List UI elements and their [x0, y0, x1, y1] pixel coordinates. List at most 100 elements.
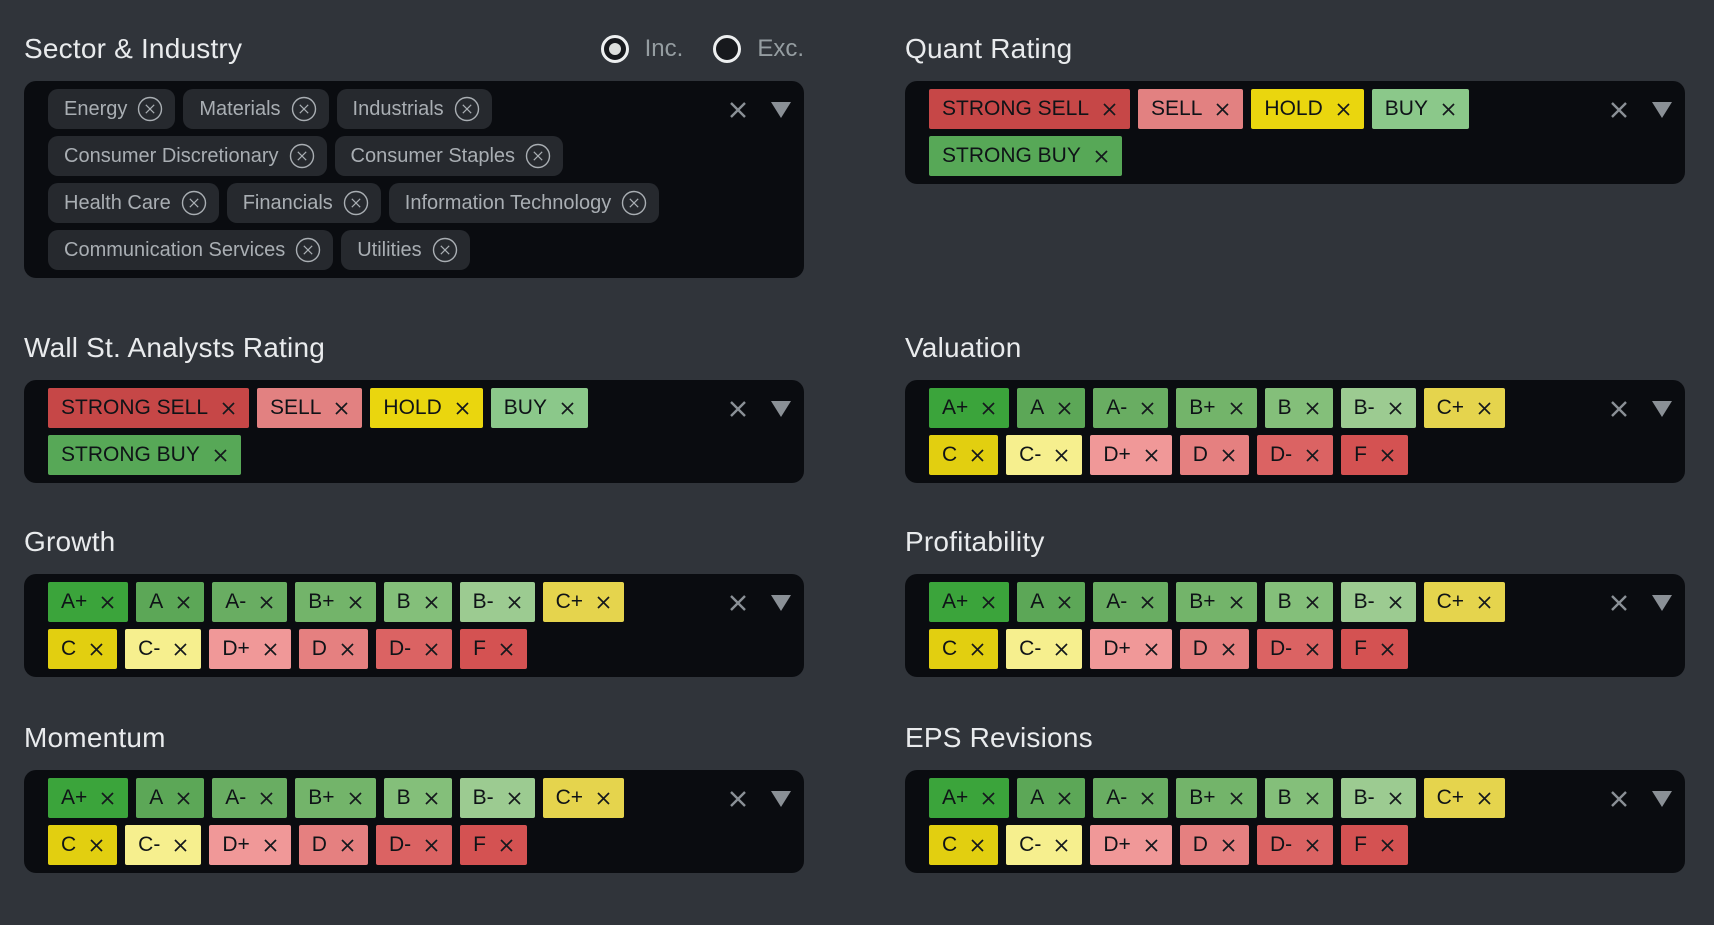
remove-tag-icon[interactable]	[1144, 448, 1159, 463]
dropdown-caret-icon[interactable]	[1652, 791, 1672, 807]
remove-tag-icon[interactable]	[176, 595, 191, 610]
rating-tag[interactable]: B-	[459, 778, 535, 818]
rating-tag[interactable]: C	[48, 629, 118, 669]
remove-tag-icon[interactable]	[1221, 642, 1236, 657]
remove-tag-icon[interactable]	[1054, 448, 1069, 463]
rating-tag[interactable]: F	[460, 629, 527, 669]
rating-tag[interactable]: C+	[1423, 388, 1506, 428]
remove-tag-icon[interactable]	[1054, 642, 1069, 657]
sector-chip[interactable]: Communication Services	[48, 230, 334, 270]
remove-tag-icon[interactable]	[259, 791, 274, 806]
dropdown-caret-icon[interactable]	[771, 791, 791, 807]
rating-tag[interactable]: D-	[375, 825, 453, 865]
remove-tag-icon[interactable]	[1140, 595, 1155, 610]
remove-tag-icon[interactable]	[424, 791, 439, 806]
dropdown-caret-icon[interactable]	[771, 595, 791, 611]
rating-tag[interactable]: B	[1264, 778, 1333, 818]
remove-tag-icon[interactable]	[100, 791, 115, 806]
rating-tag[interactable]: B+	[1176, 582, 1257, 622]
rating-tag[interactable]: B+	[1176, 388, 1257, 428]
rating-tag[interactable]: A	[1017, 388, 1086, 428]
remove-tag-icon[interactable]	[263, 642, 278, 657]
remove-tag-icon[interactable]	[259, 595, 274, 610]
sector-chip[interactable]: Financials	[226, 183, 381, 223]
rating-tag[interactable]: F	[1341, 435, 1408, 475]
rating-tag[interactable]: D	[1179, 825, 1249, 865]
rating-tag[interactable]: F	[1341, 825, 1408, 865]
rating-tag[interactable]: B-	[1340, 582, 1416, 622]
rating-tag[interactable]: C-	[1006, 629, 1083, 669]
remove-tag-icon[interactable]	[1102, 102, 1117, 117]
remove-tag-icon[interactable]	[1140, 401, 1155, 416]
rating-tag[interactable]: D+	[1090, 435, 1172, 475]
rating-tag[interactable]: SELL	[1138, 89, 1244, 129]
rating-tag[interactable]: B+	[1176, 778, 1257, 818]
rating-tag[interactable]: A	[136, 582, 205, 622]
remove-tag-icon[interactable]	[1215, 102, 1230, 117]
remove-tag-icon[interactable]	[173, 838, 188, 853]
rating-tag[interactable]: C	[929, 435, 999, 475]
remove-tag-icon[interactable]	[499, 838, 514, 853]
rating-tag[interactable]: A-	[212, 582, 288, 622]
clear-filter-icon[interactable]	[1608, 592, 1630, 614]
rating-tag[interactable]: D+	[209, 629, 291, 669]
filter-box[interactable]: STRONG SELL SELL HOLD BUY STRONG BUY	[905, 81, 1685, 184]
filter-box[interactable]: A+ A A- B+ B B- C+	[905, 380, 1685, 483]
remove-tag-icon[interactable]	[507, 791, 522, 806]
dropdown-caret-icon[interactable]	[1652, 401, 1672, 417]
rating-tag[interactable]: C	[929, 825, 999, 865]
rating-tag[interactable]: STRONG BUY	[48, 435, 241, 475]
remove-chip-icon[interactable]	[181, 190, 207, 216]
remove-tag-icon[interactable]	[1388, 595, 1403, 610]
remove-tag-icon[interactable]	[455, 401, 470, 416]
rating-tag[interactable]: C+	[542, 778, 625, 818]
dropdown-caret-icon[interactable]	[771, 401, 791, 417]
sector-chip[interactable]: Health Care	[48, 183, 219, 223]
rating-tag[interactable]: A+	[929, 388, 1010, 428]
filter-box[interactable]: A+ A A- B+ B B- C+	[905, 770, 1685, 873]
radio-button-icon[interactable]	[600, 35, 629, 63]
rating-tag[interactable]: C-	[125, 825, 202, 865]
rating-tag[interactable]: D-	[375, 629, 453, 669]
dropdown-caret-icon[interactable]	[771, 102, 791, 118]
remove-tag-icon[interactable]	[1380, 838, 1395, 853]
remove-tag-icon[interactable]	[348, 791, 363, 806]
filter-box[interactable]: STRONG SELL SELL HOLD BUY STRONG BUY	[24, 380, 804, 483]
rating-tag[interactable]: A	[1017, 778, 1086, 818]
remove-tag-icon[interactable]	[89, 642, 104, 657]
filter-box[interactable]: A+ A A- B+ B B- C+	[24, 770, 804, 873]
include-exclude-option[interactable]: Exc.	[713, 35, 804, 63]
rating-tag[interactable]: B	[383, 582, 452, 622]
remove-tag-icon[interactable]	[1305, 838, 1320, 853]
remove-tag-icon[interactable]	[970, 642, 985, 657]
rating-tag[interactable]: B-	[459, 582, 535, 622]
remove-tag-icon[interactable]	[348, 595, 363, 610]
rating-tag[interactable]: A+	[929, 778, 1010, 818]
rating-tag[interactable]: B-	[1340, 388, 1416, 428]
rating-tag[interactable]: D+	[209, 825, 291, 865]
remove-tag-icon[interactable]	[1144, 642, 1159, 657]
remove-chip-icon[interactable]	[621, 190, 647, 216]
filter-box[interactable]: A+ A A- B+ B B- C+	[24, 574, 804, 677]
sector-chip[interactable]: Utilities	[341, 230, 470, 270]
rating-tag[interactable]: C-	[1006, 825, 1083, 865]
remove-chip-icon[interactable]	[343, 190, 369, 216]
clear-filter-icon[interactable]	[727, 788, 749, 810]
remove-tag-icon[interactable]	[1057, 401, 1072, 416]
remove-tag-icon[interactable]	[596, 595, 611, 610]
rating-tag[interactable]: F	[460, 825, 527, 865]
remove-tag-icon[interactable]	[981, 595, 996, 610]
rating-tag[interactable]: A-	[1093, 388, 1169, 428]
clear-filter-icon[interactable]	[727, 592, 749, 614]
rating-tag[interactable]: SELL	[257, 388, 363, 428]
remove-tag-icon[interactable]	[1305, 642, 1320, 657]
rating-tag[interactable]: C-	[125, 629, 202, 669]
rating-tag[interactable]: C+	[1423, 582, 1506, 622]
remove-chip-icon[interactable]	[525, 143, 551, 169]
remove-tag-icon[interactable]	[1057, 791, 1072, 806]
sector-chip[interactable]: Materials	[183, 89, 329, 129]
remove-chip-icon[interactable]	[291, 96, 317, 122]
rating-tag[interactable]: B-	[1340, 778, 1416, 818]
remove-tag-icon[interactable]	[176, 791, 191, 806]
remove-tag-icon[interactable]	[1477, 401, 1492, 416]
